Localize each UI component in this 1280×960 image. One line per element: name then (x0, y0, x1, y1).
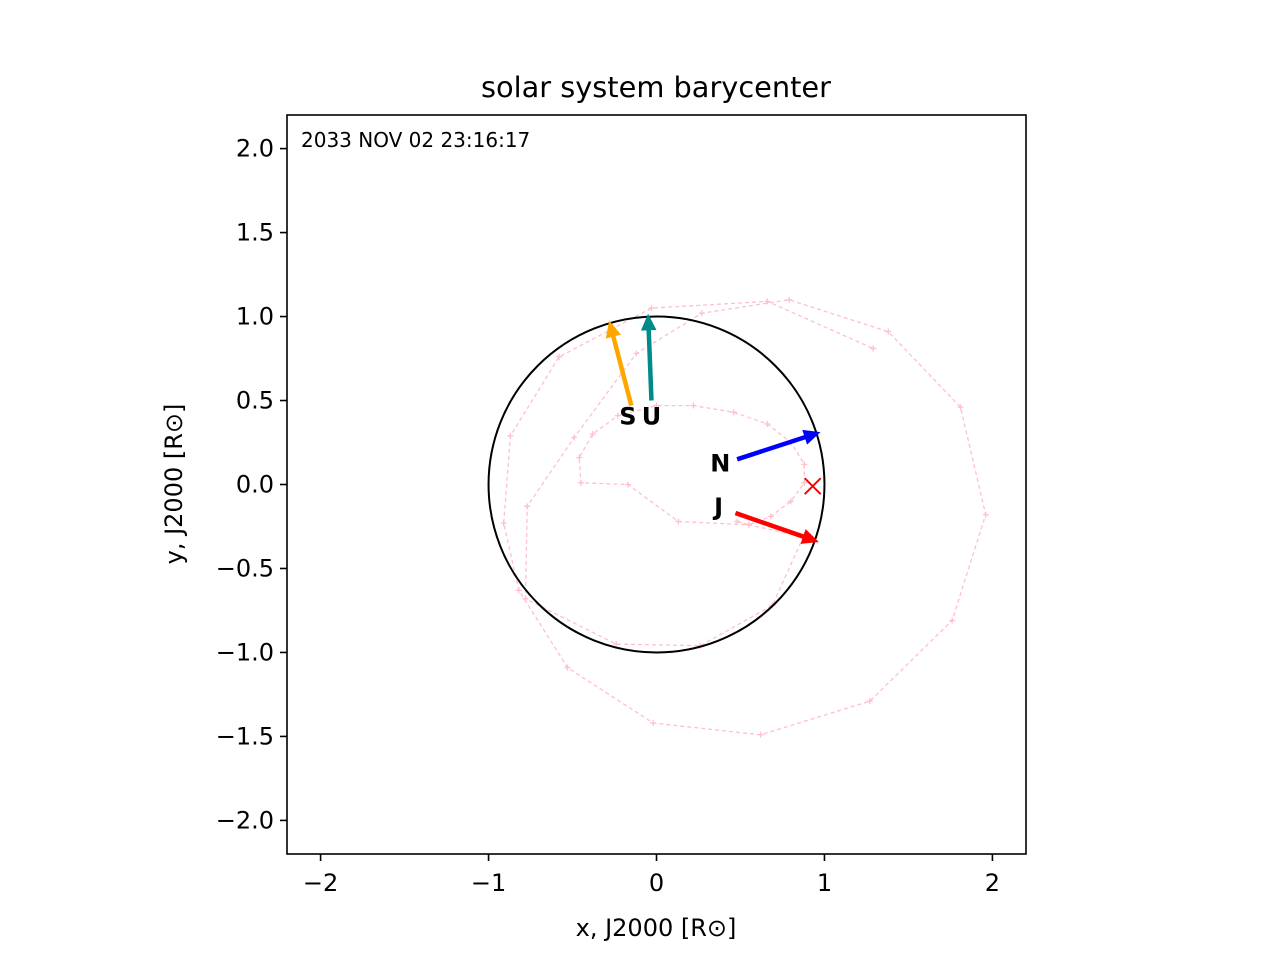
arrow-shaft (736, 434, 806, 462)
y-tick-label: 0.5 (236, 387, 274, 415)
sun-circle (487, 315, 826, 654)
trajectory-point (690, 402, 697, 409)
trajectory-point (730, 409, 737, 416)
trajectory-point (675, 518, 682, 525)
x-tick-label: 1 (817, 869, 832, 897)
y-tick-label: −1.0 (216, 638, 274, 666)
planet-label-n: N (710, 449, 730, 477)
y-tick-label: 1.5 (236, 219, 274, 247)
trajectory-point (650, 719, 657, 726)
trajectory-point (576, 454, 583, 461)
trajectory-point (524, 503, 531, 510)
x-axis: −2 −1 0 1 2 (303, 854, 1000, 897)
arrow-j (734, 510, 819, 544)
planet-label-u: U (642, 402, 662, 430)
trajectory-point (624, 481, 631, 488)
trajectory-point (767, 513, 774, 520)
trajectory-point (522, 595, 529, 602)
trajectory-point (571, 434, 578, 441)
trajectory-point (564, 664, 571, 671)
trajectory-point (698, 310, 705, 317)
marker-layer (803, 477, 822, 495)
trajectory-point (500, 520, 507, 527)
x-tick-label: 2 (985, 869, 1000, 897)
planet-label-j: J (712, 493, 723, 521)
y-tick-label: −1.5 (216, 722, 274, 750)
trajectory-point (949, 617, 956, 624)
arrow-s (605, 320, 634, 407)
trajectory-point (982, 511, 989, 518)
trajectory-point (801, 479, 808, 486)
arrow-head (605, 320, 621, 339)
trajectory-point (613, 641, 620, 648)
arrow-u (640, 313, 657, 401)
trajectory-point (589, 431, 596, 438)
y-axis-title: y, J2000 [R⊙] (160, 404, 188, 565)
trajectory-point (507, 432, 514, 439)
arrow-shaft (611, 335, 634, 407)
trajectory-point (648, 305, 655, 312)
trajectory-point (734, 518, 741, 525)
trajectory-point (577, 479, 584, 486)
trajectory-point (885, 328, 892, 335)
trajectory-point (764, 421, 771, 428)
y-tick-label: 1.0 (236, 303, 274, 331)
x-tick-label: −1 (471, 869, 506, 897)
barycenter-marker (803, 477, 822, 495)
trajectory-point (801, 461, 808, 468)
chart-title: solar system barycenter (481, 70, 831, 104)
planet-label-s: S (619, 402, 636, 430)
arrow-shaft (646, 329, 654, 401)
trajectory-point (786, 296, 793, 303)
trajectory-point (653, 402, 660, 409)
trajectory-point (866, 698, 873, 705)
timestamp-label: 2033 NOV 02 23:16:17 (301, 128, 530, 152)
arrow-head (800, 529, 819, 544)
trajectory-point (757, 731, 764, 738)
y-tick-label: −2.0 (216, 806, 274, 834)
trajectory-point (515, 587, 522, 594)
arrow-head (802, 429, 821, 445)
y-tick-label: −0.5 (216, 554, 274, 582)
trajectory-point (870, 345, 877, 352)
trajectory-point (633, 350, 640, 357)
arrow-shaft (734, 510, 805, 539)
plot-area: S U NJ (487, 296, 989, 738)
arrow-layer (605, 313, 821, 544)
trajectory-point (614, 412, 621, 419)
trajectory-line (503, 299, 987, 736)
trajectory-point (957, 404, 964, 411)
x-tick-label: 0 (649, 869, 664, 897)
x-tick-label: −2 (303, 869, 338, 897)
label-layer: S U NJ (619, 402, 730, 521)
trajectory-point (764, 298, 771, 305)
x-axis-title: x, J2000 [R⊙] (576, 914, 737, 942)
arrow-n (736, 429, 821, 462)
trajectory-point (745, 521, 752, 528)
arrow-head (640, 313, 657, 331)
trajectory-point (787, 498, 794, 505)
y-tick-label: 0.0 (236, 471, 274, 499)
trajectory-point (556, 353, 563, 360)
y-tick-label: 2.0 (236, 135, 274, 163)
y-axis: 2.0 1.5 1.0 0.5 0.0 −0.5 −1.0 −1.5 −2.0 (216, 135, 287, 834)
sun-layer (487, 315, 826, 654)
